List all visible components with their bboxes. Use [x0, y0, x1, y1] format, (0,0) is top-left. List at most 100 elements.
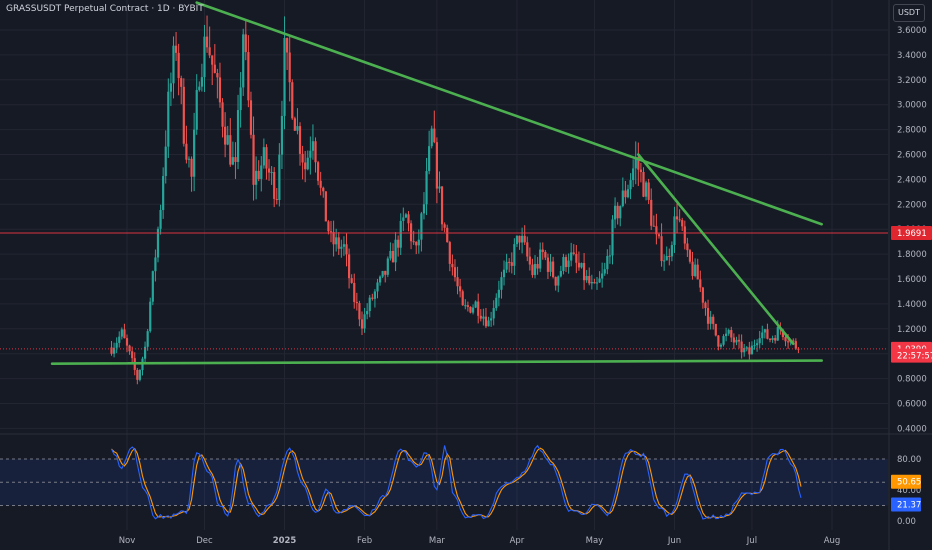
candle-up [608, 255, 612, 257]
currency-button[interactable]: USDT [893, 4, 925, 22]
candle-down [652, 225, 655, 227]
candle-down [412, 241, 415, 243]
candle-down [291, 82, 294, 119]
candle-down [407, 214, 410, 224]
candle-up [425, 171, 428, 205]
candle-up [670, 245, 673, 257]
candle-down [174, 45, 178, 53]
candle-down [469, 306, 472, 313]
candle-up [376, 282, 379, 292]
candle-up [283, 38, 286, 116]
candle-down [784, 337, 787, 342]
candle-down [616, 205, 619, 219]
y-tick-label: 1.8000 [897, 250, 927, 260]
candle-down [706, 308, 710, 324]
candle-up [164, 146, 167, 177]
candle-up [373, 291, 377, 299]
candle-up [722, 336, 725, 345]
candle-up [613, 205, 617, 220]
candle-down [657, 234, 661, 237]
candle-up [255, 170, 258, 185]
candle-up [492, 308, 495, 319]
trendline-1[interactable] [195, 1, 823, 226]
candle-down [327, 221, 330, 232]
candle-down [479, 315, 482, 319]
candle-up [632, 168, 635, 181]
candle-up [725, 333, 728, 337]
x-tick-label: Nov [119, 536, 136, 546]
candle-down [730, 330, 733, 338]
candle-down [774, 338, 777, 341]
y-tick-label: 1.4000 [897, 300, 927, 310]
candle-down [508, 261, 511, 263]
y-tick-label: 1.6000 [897, 275, 927, 285]
y-tick-label: 3.2000 [897, 76, 927, 86]
candle-down [647, 182, 650, 200]
candle-up [502, 269, 506, 278]
candle-up [236, 110, 240, 162]
trendline-2[interactable] [637, 153, 795, 346]
candle-down [456, 277, 459, 287]
candle-up [580, 263, 583, 268]
trendline-3[interactable] [50, 359, 823, 365]
candle-up [629, 180, 632, 190]
candle-up [198, 86, 201, 91]
candle-down [391, 250, 395, 263]
candle-down [510, 262, 513, 266]
candle-down [459, 286, 462, 292]
candle-up [172, 45, 175, 84]
candle-up [497, 289, 500, 298]
candle-down [642, 171, 645, 197]
candle-up [500, 277, 503, 290]
candle-up [430, 128, 433, 147]
candle-up [513, 244, 516, 266]
candle-down [275, 198, 278, 201]
candle-up [621, 190, 624, 207]
candle-up [673, 216, 676, 246]
candle-down [593, 282, 596, 284]
candle-up [156, 228, 160, 258]
candle-down [699, 279, 702, 288]
y-tick-label: 1.2000 [897, 325, 927, 335]
candle-down [786, 341, 790, 343]
candle-down [332, 232, 335, 245]
candle-down [182, 86, 185, 144]
candle-down [360, 319, 364, 329]
candle-up [745, 347, 748, 349]
candle-up [389, 250, 392, 259]
candle-up [169, 83, 173, 92]
candle-down [588, 275, 591, 284]
candle-up [280, 115, 284, 155]
candle-down [466, 305, 469, 307]
candle-up [515, 235, 519, 245]
candle-down [732, 337, 735, 343]
candle-down [397, 239, 400, 248]
candle-down [353, 282, 356, 302]
candle-down [319, 180, 322, 188]
candle-down [541, 249, 544, 252]
stoch-k-line [111, 444, 802, 520]
candle-up [495, 297, 498, 309]
candle-down [229, 135, 232, 165]
candle-up [193, 129, 196, 177]
candle-up [438, 186, 441, 189]
candle-down [792, 340, 795, 342]
x-tick-label: Jul [746, 536, 757, 546]
candle-down [577, 262, 581, 268]
candle-down [234, 157, 237, 162]
candle-up [378, 276, 382, 283]
candle-down [696, 264, 699, 280]
candle-down [526, 242, 529, 257]
candle-down [329, 231, 333, 233]
candle-up [159, 209, 162, 229]
candle-down [123, 329, 126, 339]
candle-down [582, 263, 586, 281]
stoch-tick-label: 40.00 [897, 486, 921, 496]
candle-up [146, 331, 149, 347]
candle-up [521, 235, 524, 243]
candle-down [572, 252, 575, 254]
candle-down [484, 316, 488, 327]
candle-down [701, 287, 704, 303]
price-label-countdown-text: 22:57:57 [897, 352, 932, 362]
